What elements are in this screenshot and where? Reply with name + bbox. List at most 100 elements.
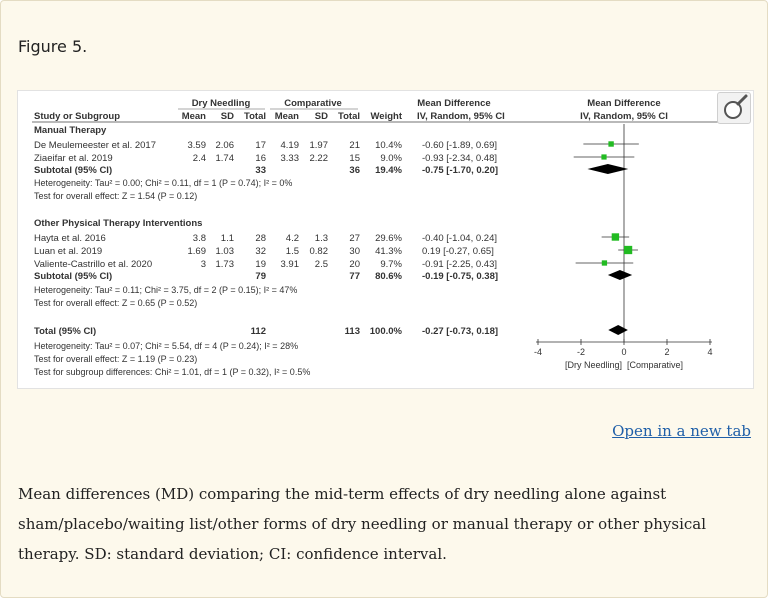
ci: 0.19 [-0.27, 0.65] <box>422 246 494 257</box>
subtotal-weight: 80.6% <box>375 271 402 282</box>
table-row: Hayta et al. 2016 3.8 1.1 28 4.2 1.3 27 … <box>34 233 497 244</box>
total2: 20 <box>349 259 360 270</box>
open-in-new-tab-link[interactable]: Open in a new tab <box>612 422 751 440</box>
sd2: 1.97 <box>310 140 329 151</box>
total2: 15 <box>349 153 360 164</box>
subgroup-title: Manual Therapy <box>34 125 107 136</box>
subtotal-weight: 19.4% <box>375 165 402 176</box>
subtotal-total1: 33 <box>255 165 266 176</box>
col-weight: Weight <box>371 111 403 122</box>
mean2: 4.19 <box>281 140 300 151</box>
mean1: 3.59 <box>188 140 207 151</box>
subtotal-row: Subtotal (95% CI) 33 36 19.4% -0.75 [-1.… <box>34 165 498 176</box>
x-tick-label: 4 <box>707 347 712 357</box>
sd1: 1.74 <box>216 153 235 164</box>
total-diamond <box>608 325 628 335</box>
total-label: Total (95% CI) <box>34 326 96 337</box>
magnifier-icon <box>724 94 748 119</box>
mean2: 1.5 <box>286 246 299 257</box>
mean2: 3.33 <box>281 153 300 164</box>
subtotal-ci: -0.75 [-1.70, 0.20] <box>422 165 498 176</box>
forest-plot-frame: Dry Needling Comparative Mean Difference… <box>17 90 754 389</box>
header-control: Comparative <box>284 98 342 109</box>
total1: 16 <box>255 153 266 164</box>
subtotal-label: Subtotal (95% CI) <box>34 165 112 176</box>
effect-marker <box>623 245 633 255</box>
mean1: 3 <box>201 259 206 270</box>
total-row: Total (95% CI) 112 113 100.0% -0.27 [-0.… <box>34 326 498 337</box>
forest-plot: Dry Needling Comparative Mean Difference… <box>32 98 736 377</box>
study-label: Valiente-Castrillo et al. 2020 <box>34 259 152 270</box>
col-mean1: Mean <box>182 111 206 122</box>
sd2: 0.82 <box>310 246 329 257</box>
zoom-button[interactable] <box>717 92 751 124</box>
mean1: 3.8 <box>193 233 206 244</box>
total-ci: -0.27 [-0.73, 0.18] <box>422 326 498 337</box>
weight: 29.6% <box>375 233 402 244</box>
effect-marker <box>601 260 608 266</box>
col-mean2: Mean <box>275 111 299 122</box>
total2: 21 <box>349 140 360 151</box>
table-row: Ziaeifar et al. 2019 2.4 1.74 16 3.33 2.… <box>34 153 497 164</box>
overall-effect-note: Test for overall effect: Z = 1.54 (P = 0… <box>34 191 197 201</box>
subgroup-title: Other Physical Therapy Interventions <box>34 218 202 229</box>
weight: 9.0% <box>380 153 402 164</box>
total2: 30 <box>349 246 360 257</box>
subtotal-label: Subtotal (95% CI) <box>34 271 112 282</box>
effect-marker <box>601 154 607 160</box>
subtotal-total1: 79 <box>255 271 266 282</box>
sd2: 1.3 <box>315 233 328 244</box>
total2: 27 <box>349 233 360 244</box>
total1: 32 <box>255 246 266 257</box>
heterogeneity-note: Heterogeneity: Tau² = 0.11; Chi² = 3.75,… <box>34 285 297 295</box>
ci: -0.60 [-1.89, 0.69] <box>422 140 497 151</box>
study-label: Luan et al. 2019 <box>34 246 102 257</box>
col-ci-left: IV, Random, 95% CI <box>417 111 505 122</box>
col-total2: Total <box>338 111 360 122</box>
total-weight: 100.0% <box>370 326 403 337</box>
subgroup-differences-note: Test for subgroup differences: Chi² = 1.… <box>34 367 310 377</box>
x-tick-label: -2 <box>577 347 585 357</box>
header-effect-right: Mean Difference <box>587 98 660 109</box>
overall-effect-note: Test for overall effect: Z = 0.65 (P = 0… <box>34 298 197 308</box>
study-label: De Meulemeester et al. 2017 <box>34 140 156 151</box>
ci: -0.40 [-1.04, 0.24] <box>422 233 497 244</box>
col-total1: Total <box>244 111 266 122</box>
effect-marker <box>611 233 620 241</box>
col-study: Study or Subgroup <box>34 111 120 122</box>
header-experimental: Dry Needling <box>192 98 251 109</box>
sd2: 2.22 <box>310 153 329 164</box>
figure-caption: Mean differences (MD) comparing the mid-… <box>18 485 707 563</box>
ci: -0.91 [-2.25, 0.43] <box>422 259 497 270</box>
sd1: 1.73 <box>216 259 235 270</box>
mean1: 1.69 <box>188 246 207 257</box>
study-label: Hayta et al. 2016 <box>34 233 106 244</box>
effect-marker <box>608 141 614 147</box>
header-effect-left: Mean Difference <box>417 98 490 109</box>
sd1: 1.1 <box>221 233 234 244</box>
sd1: 1.03 <box>216 246 235 257</box>
weight: 41.3% <box>375 246 402 257</box>
forest-marks <box>573 141 639 335</box>
sd2: 2.5 <box>315 259 328 270</box>
col-sd1: SD <box>221 111 234 122</box>
x-tick-label: -4 <box>534 347 542 357</box>
subtotal-row: Subtotal (95% CI) 79 77 80.6% -0.19 [-0.… <box>34 271 498 282</box>
figure-label: Figure 5. <box>18 37 88 56</box>
sd1: 2.06 <box>216 140 235 151</box>
subtotal-diamond <box>607 270 633 280</box>
x-axis-ticks: -4 -2 0 2 4 <box>534 339 713 357</box>
x-tick-label: 2 <box>664 347 669 357</box>
col-ci-right: IV, Random, 95% CI <box>580 111 668 122</box>
subtotal-ci: -0.19 [-0.75, 0.38] <box>422 271 498 282</box>
total1: 28 <box>255 233 266 244</box>
mean1: 2.4 <box>193 153 206 164</box>
subtotal-total2: 77 <box>349 271 360 282</box>
table-row: Luan et al. 2019 1.69 1.03 32 1.5 0.82 3… <box>34 246 494 257</box>
weight: 9.7% <box>380 259 402 270</box>
col-sd2: SD <box>315 111 328 122</box>
favours-label: [Dry Needling] [Comparative] <box>565 360 683 370</box>
total-heterogeneity-note: Heterogeneity: Tau² = 0.07; Chi² = 5.54,… <box>34 341 298 351</box>
mean2: 4.2 <box>286 233 299 244</box>
x-tick-label: 0 <box>621 347 626 357</box>
